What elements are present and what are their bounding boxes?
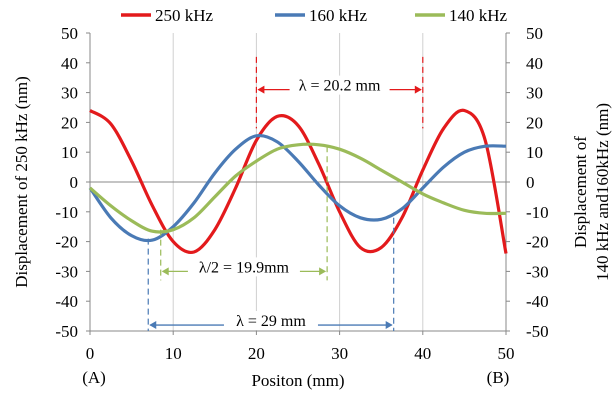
- y-tick-label-right: 30: [526, 84, 543, 103]
- annotation-label: λ = 29 mm: [236, 313, 306, 330]
- arrowhead: [149, 321, 157, 330]
- y-tick-label-right: 50: [526, 24, 543, 43]
- annotation-label: λ = 20.2 mm: [299, 78, 381, 95]
- y-tick-label-right: -20: [526, 233, 549, 252]
- series-line-250-khz: [89, 108, 508, 255]
- x-tick-label: 10: [165, 344, 182, 363]
- arrowhead: [414, 85, 422, 94]
- y-tick-label-right: -30: [526, 262, 549, 281]
- y-tick-label-right: -50: [526, 322, 549, 341]
- y-tick-label-left: -30: [55, 262, 78, 281]
- y-tick-label-left: -10: [55, 203, 78, 222]
- series-line-140-khz: [88, 142, 507, 234]
- x-tick-label: 50: [498, 344, 515, 363]
- y-tick-label-right: 10: [526, 143, 543, 162]
- y-tick-label-right: -40: [526, 292, 549, 311]
- end-label-a: (A): [82, 368, 106, 387]
- y-tick-label-right: -10: [526, 203, 549, 222]
- y-tick-label-right: 0: [526, 173, 535, 192]
- end-label-b: (B): [487, 368, 510, 387]
- y-tick-label-left: -20: [55, 233, 78, 252]
- y-tick-label-left: -40: [55, 292, 78, 311]
- y-tick-label-left: 40: [61, 54, 78, 73]
- x-tick-label: 40: [414, 344, 431, 363]
- arrowhead: [257, 85, 265, 94]
- y-axis-title-right-line: 140 kHz and160kHz (nm): [593, 103, 612, 281]
- wavelength-annotations: λ = 20.2 mm λ/2 = 19.9mm λ = 29 mm: [147, 56, 424, 331]
- series-lines: [88, 108, 508, 255]
- annotation-label-bg: [289, 75, 390, 95]
- annotation-label-bg: [223, 311, 318, 331]
- y-tick-label-left: 0: [70, 173, 79, 192]
- axes: [86, 32, 510, 335]
- annotation-2: λ = 29 mm: [147, 217, 395, 331]
- y-tick-label-right: 20: [526, 113, 543, 132]
- arrowhead: [161, 267, 169, 276]
- annotation-0: λ = 20.2 mm: [255, 56, 424, 129]
- y-axis-title-left: Displacement of 250 kHz (nm): [12, 76, 31, 288]
- y-tick-label-left: 20: [61, 113, 78, 132]
- x-tick-label: 30: [331, 344, 348, 363]
- x-tick-label: 20: [248, 344, 265, 363]
- y-tick-label-left: 30: [61, 84, 78, 103]
- legend: 250 kHz 160 kHz 140 kHz: [121, 6, 508, 25]
- axis-labels: 50 50 40 40 30 30 20 20 10 10 0 0 -10 -10 -20 -20 -30 -30…: [12, 24, 612, 390]
- legend-label: 250 kHz: [155, 6, 214, 25]
- y-tick-label-left: 10: [61, 143, 78, 162]
- series-line-160-khz: [88, 133, 507, 243]
- y-tick-label-right: 40: [526, 54, 543, 73]
- y-tick-label-left: -50: [55, 322, 78, 341]
- y-tick-label-left: 50: [61, 24, 78, 43]
- annotation-1: λ/2 = 19.9mm: [160, 146, 328, 281]
- x-axis-title: Positon (mm): [251, 371, 344, 390]
- annotation-label: λ/2 = 19.9mm: [199, 259, 290, 276]
- arrowhead: [385, 321, 393, 330]
- legend-label: 160 kHz: [309, 6, 368, 25]
- x-tick-label: 0: [86, 344, 95, 363]
- y-axis-title-right-line: Displacement of: [571, 136, 590, 248]
- arrowhead: [319, 267, 327, 276]
- annotation-label-bg: [187, 257, 300, 277]
- legend-label: 140 kHz: [449, 6, 508, 25]
